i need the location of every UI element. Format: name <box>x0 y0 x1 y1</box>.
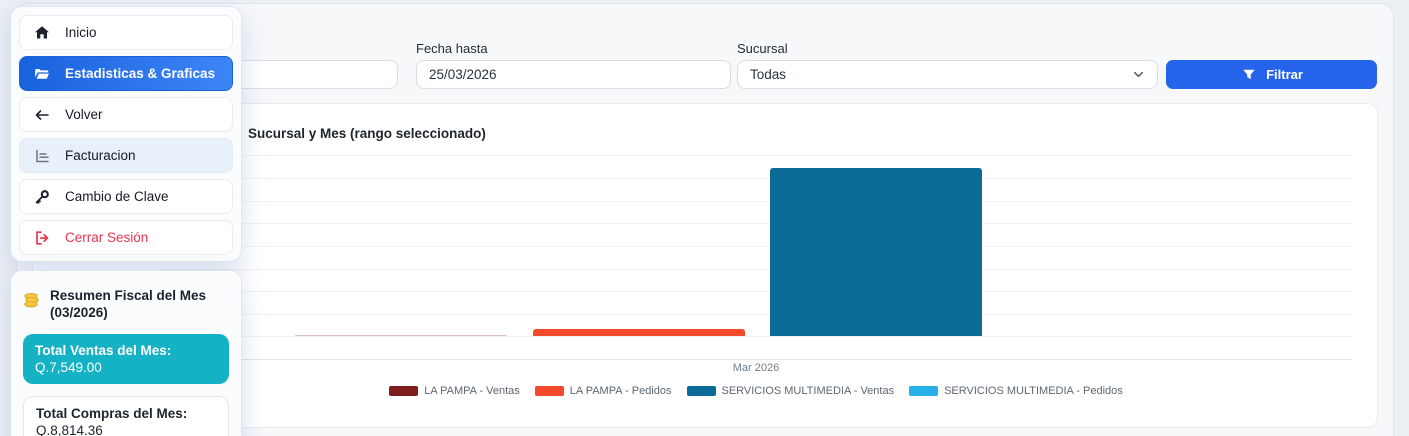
sidebar-item-cerrar-sesion[interactable]: Cerrar Sesión <box>19 220 233 255</box>
legend-item[interactable]: SERVICIOS MULTIMEDIA - Pedidos <box>909 385 1123 397</box>
total-ventas-label: Total Ventas del Mes: <box>35 343 172 358</box>
legend-label: LA PAMPA - Pedidos <box>569 385 672 397</box>
fecha-hasta-label: Fecha hasta <box>416 41 488 56</box>
legend-swatch <box>686 386 716 396</box>
gridline <box>160 291 1352 293</box>
sucursal-label: Sucursal <box>737 41 788 56</box>
gridline <box>160 359 1352 361</box>
chart-icon <box>33 147 51 165</box>
gridline <box>160 268 1352 270</box>
legend-swatch <box>909 386 939 396</box>
filter-funnel-icon <box>1240 66 1258 84</box>
fiscal-summary-title-line1: Resumen Fiscal del Mes <box>50 288 207 303</box>
legend-item[interactable]: LA PAMPA - Pedidos <box>534 385 672 397</box>
sidebar-item-label: Facturacion <box>65 148 136 163</box>
gridline <box>160 245 1352 247</box>
bar-la-pampa-pedidos[interactable] <box>532 329 745 337</box>
bar-la-pampa-ventas[interactable] <box>295 334 507 337</box>
sidebar-menu-panel: Inicio Estadisticas & Graficas Volver Fa… <box>10 6 242 262</box>
sidebar-item-inicio[interactable]: Inicio <box>19 15 233 50</box>
key-icon <box>33 188 51 206</box>
sidebar-item-cambio-clave[interactable]: Cambio de Clave <box>19 179 233 214</box>
total-compras-label: Total Compras del Mes: <box>36 406 188 421</box>
arrow-left-icon <box>33 106 51 124</box>
filtrar-button-label: Filtrar <box>1266 67 1303 82</box>
sidebar-item-label: Volver <box>65 107 103 122</box>
gridline <box>160 200 1352 202</box>
total-compras-value: Q.8,814.36 <box>36 423 103 436</box>
sucursal-select[interactable]: Todas <box>737 60 1158 89</box>
sidebar-item-volver[interactable]: Volver <box>19 97 233 132</box>
legend-label: SERVICIOS MULTIMEDIA - Ventas <box>721 385 895 397</box>
total-compras-box: Total Compras del Mes: Q.8,814.36 <box>23 396 229 436</box>
total-ventas-value: Q.7,549.00 <box>35 360 102 375</box>
x-axis-tick-label: Mar 2026 <box>732 362 780 374</box>
coins-icon <box>23 291 41 309</box>
sidebar-item-facturacion[interactable]: Facturacion <box>19 138 233 173</box>
sidebar-item-label: Inicio <box>65 25 97 40</box>
chart-title: Sucursal y Mes (rango seleccionado) <box>248 126 486 141</box>
fiscal-summary-header: Resumen Fiscal del Mes (03/2026) <box>23 287 229 321</box>
chart-card <box>32 103 1378 428</box>
home-icon <box>33 24 51 42</box>
sidebar-item-estadisticas[interactable]: Estadisticas & Graficas <box>19 56 233 91</box>
gridline <box>160 178 1352 180</box>
filtrar-button[interactable]: Filtrar <box>1166 60 1377 89</box>
bar-servicios-multimedia-ventas[interactable] <box>770 168 982 337</box>
sidebar-item-label: Cambio de Clave <box>65 189 169 204</box>
legend-label: LA PAMPA - Ventas <box>424 385 520 397</box>
total-ventas-badge: Total Ventas del Mes: Q.7,549.00 <box>23 334 229 384</box>
fiscal-summary-title-line2: (03/2026) <box>50 305 108 320</box>
legend-label: SERVICIOS MULTIMEDIA - Pedidos <box>944 385 1123 397</box>
legend-item[interactable]: SERVICIOS MULTIMEDIA - Ventas <box>686 385 895 397</box>
gridline <box>160 336 1352 338</box>
gridline <box>160 155 1352 157</box>
sidebar-item-label: Cerrar Sesión <box>65 230 149 245</box>
chart-legend: LA PAMPA - Ventas LA PAMPA - Pedidos SERVI… <box>160 385 1352 397</box>
chevron-down-icon <box>1129 66 1147 84</box>
fiscal-summary-panel: Resumen Fiscal del Mes (03/2026) Total V… <box>10 270 242 436</box>
fecha-hasta-input[interactable] <box>416 60 731 89</box>
legend-item[interactable]: LA PAMPA - Ventas <box>389 385 520 397</box>
gridline <box>160 313 1352 315</box>
legend-swatch <box>389 386 419 396</box>
legend-swatch <box>534 386 564 396</box>
gridline <box>160 223 1352 225</box>
logout-icon <box>33 229 51 247</box>
sucursal-selected-value: Todas <box>750 67 787 82</box>
folder-open-icon <box>33 65 51 83</box>
sidebar-item-label: Estadisticas & Graficas <box>65 66 216 81</box>
